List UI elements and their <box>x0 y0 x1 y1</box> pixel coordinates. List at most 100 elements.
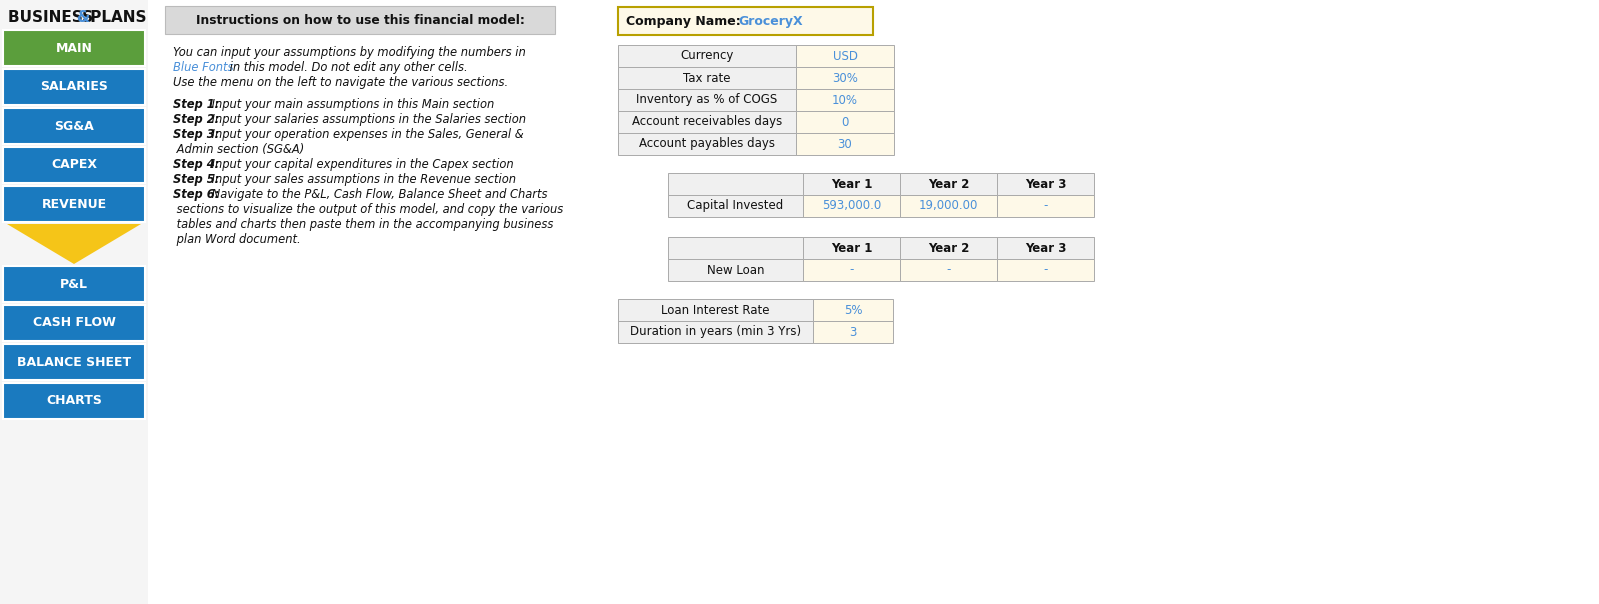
Text: 5%: 5% <box>844 303 862 316</box>
Text: Capital Invested: Capital Invested <box>688 199 784 213</box>
Bar <box>668 237 803 259</box>
Bar <box>796 89 894 111</box>
Bar <box>3 383 146 419</box>
Polygon shape <box>6 224 141 264</box>
Text: Input your operation expenses in the Sales, General &: Input your operation expenses in the Sal… <box>208 128 523 141</box>
Text: Year 3: Year 3 <box>1025 242 1067 254</box>
Text: 30: 30 <box>838 138 852 150</box>
Text: Input your main assumptions in this Main section: Input your main assumptions in this Main… <box>208 98 494 111</box>
Text: Blue Fonts: Blue Fonts <box>173 61 233 74</box>
Bar <box>165 6 555 34</box>
Bar <box>803 259 900 281</box>
Bar <box>796 111 894 133</box>
Text: CHARTS: CHARTS <box>46 394 102 408</box>
Text: REVENUE: REVENUE <box>42 198 107 211</box>
Bar <box>803 237 900 259</box>
Text: Account receivables days: Account receivables days <box>632 115 782 129</box>
Text: 19,000.00: 19,000.00 <box>919 199 979 213</box>
Text: Use the menu on the left to navigate the various sections.: Use the menu on the left to navigate the… <box>173 76 508 89</box>
Text: Year 1: Year 1 <box>831 178 871 190</box>
Text: Company Name:: Company Name: <box>625 14 745 28</box>
Text: Step 5:: Step 5: <box>173 173 219 186</box>
Bar <box>3 69 146 105</box>
Bar <box>812 299 892 321</box>
Text: Input your capital expenditures in the Capex section: Input your capital expenditures in the C… <box>208 158 513 171</box>
Text: 3: 3 <box>849 326 857 338</box>
Text: in this model. Do not edit any other cells.: in this model. Do not edit any other cel… <box>225 61 467 74</box>
Text: 0: 0 <box>841 115 849 129</box>
Bar <box>3 186 146 222</box>
Text: BUSINESS: BUSINESS <box>8 10 99 25</box>
Text: GroceryX: GroceryX <box>739 14 803 28</box>
Text: 10%: 10% <box>831 94 859 106</box>
Bar <box>796 133 894 155</box>
Text: -: - <box>1043 199 1047 213</box>
Bar <box>617 321 812 343</box>
Text: -: - <box>849 263 854 277</box>
Bar <box>617 7 873 35</box>
Text: -: - <box>1043 263 1047 277</box>
Text: Duration in years (min 3 Yrs): Duration in years (min 3 Yrs) <box>630 326 801 338</box>
Bar <box>617 67 796 89</box>
Bar <box>803 173 900 195</box>
Bar <box>796 45 894 67</box>
Bar <box>617 299 812 321</box>
Bar <box>803 195 900 217</box>
Text: P&L: P&L <box>61 277 88 291</box>
Text: Year 3: Year 3 <box>1025 178 1067 190</box>
Text: PLANS: PLANS <box>85 10 147 25</box>
Text: Currency: Currency <box>680 50 734 62</box>
Text: Step 1:: Step 1: <box>173 98 219 111</box>
Text: Year 1: Year 1 <box>831 242 871 254</box>
Bar <box>998 173 1094 195</box>
Text: SG&A: SG&A <box>54 120 94 132</box>
Text: Admin section (SG&A): Admin section (SG&A) <box>173 143 304 156</box>
Text: Step 2:: Step 2: <box>173 113 219 126</box>
Text: You can input your assumptions by modifying the numbers in: You can input your assumptions by modify… <box>173 46 526 59</box>
Text: tables and charts then paste them in the accompanying business: tables and charts then paste them in the… <box>173 218 553 231</box>
Bar <box>0 0 149 604</box>
Text: CASH FLOW: CASH FLOW <box>32 316 115 330</box>
Bar <box>3 30 146 66</box>
Text: USD: USD <box>833 50 857 62</box>
Bar <box>812 321 892 343</box>
Text: MAIN: MAIN <box>56 42 93 54</box>
Bar <box>796 67 894 89</box>
Bar <box>617 89 796 111</box>
Bar <box>998 259 1094 281</box>
Text: Navigate to the P&L, Cash Flow, Balance Sheet and Charts: Navigate to the P&L, Cash Flow, Balance … <box>208 188 547 201</box>
Bar <box>3 266 146 302</box>
Text: Instructions on how to use this financial model:: Instructions on how to use this financia… <box>195 13 524 27</box>
Text: sections to visualize the output of this model, and copy the various: sections to visualize the output of this… <box>173 203 563 216</box>
Text: Step 6:: Step 6: <box>173 188 219 201</box>
Text: CAPEX: CAPEX <box>51 158 98 172</box>
Bar <box>617 133 796 155</box>
Text: plan Word document.: plan Word document. <box>173 233 301 246</box>
Text: -: - <box>947 263 951 277</box>
Bar <box>900 259 998 281</box>
Bar <box>998 195 1094 217</box>
Text: Inventory as % of COGS: Inventory as % of COGS <box>636 94 777 106</box>
Text: SALARIES: SALARIES <box>40 80 109 94</box>
Bar <box>617 45 796 67</box>
Text: 593,000.0: 593,000.0 <box>822 199 881 213</box>
Text: Account payables days: Account payables days <box>640 138 776 150</box>
Bar <box>3 147 146 183</box>
Bar <box>668 173 803 195</box>
Text: Year 2: Year 2 <box>927 242 969 254</box>
Bar <box>3 344 146 380</box>
Bar <box>668 195 803 217</box>
Text: Tax rate: Tax rate <box>683 71 731 85</box>
Text: New Loan: New Loan <box>707 263 764 277</box>
Bar <box>3 108 146 144</box>
Bar <box>668 259 803 281</box>
Text: Input your salaries assumptions in the Salaries section: Input your salaries assumptions in the S… <box>208 113 526 126</box>
Text: BALANCE SHEET: BALANCE SHEET <box>18 356 131 368</box>
Text: Step 3:: Step 3: <box>173 128 219 141</box>
Text: Input your sales assumptions in the Revenue section: Input your sales assumptions in the Reve… <box>208 173 515 186</box>
Bar <box>998 237 1094 259</box>
Bar <box>900 237 998 259</box>
Bar <box>3 305 146 341</box>
Text: &: & <box>77 10 90 25</box>
Bar <box>900 195 998 217</box>
